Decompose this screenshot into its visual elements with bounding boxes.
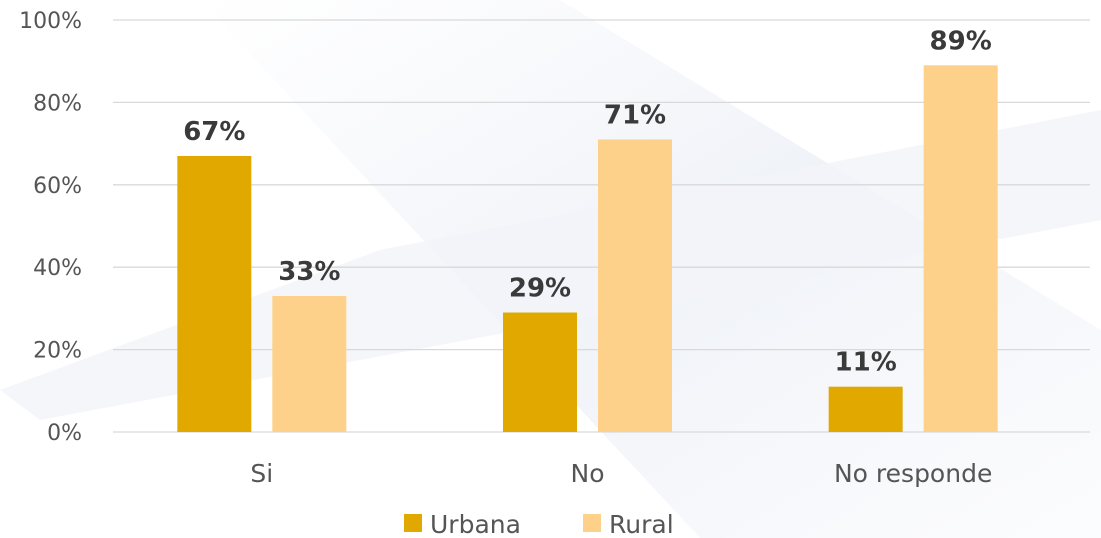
bar-rural-0 [272, 296, 347, 432]
y-tick-label: 80% [33, 91, 82, 116]
y-tick-label: 60% [33, 174, 82, 199]
data-label: 11% [835, 348, 897, 378]
bar-urbana-0 [177, 155, 252, 432]
data-label: 29% [509, 274, 571, 304]
category-label: Si [250, 459, 273, 488]
data-label: 71% [604, 100, 666, 130]
legend-swatch-rural [583, 514, 601, 532]
y-tick-label: 0% [47, 421, 82, 446]
bar-urbana-2 [828, 386, 903, 432]
y-tick-label: 20% [33, 339, 82, 364]
y-axis-tick-labels: 0% 20% 40% 60% 80% 100% [19, 9, 82, 446]
category-label: No [571, 459, 605, 488]
bar-rural-2 [923, 65, 998, 432]
data-label: 89% [930, 26, 992, 56]
legend-swatch-urbana [404, 514, 422, 532]
y-tick-label: 40% [33, 256, 82, 281]
category-label: No responde [834, 459, 992, 488]
legend-label: Rural [609, 510, 674, 538]
data-labels: 67% 33% 29% 71% 11% 89% [183, 26, 992, 377]
bars [177, 65, 998, 433]
y-tick-label: 100% [19, 9, 82, 34]
bar-urbana-1 [503, 312, 577, 432]
legend: Urbana Rural [404, 510, 674, 538]
legend-label: Urbana [430, 510, 521, 538]
data-label: 67% [183, 117, 245, 147]
data-label: 33% [278, 257, 340, 287]
bar-rural-1 [598, 139, 672, 433]
x-axis-category-labels: Si No No responde [250, 459, 992, 488]
